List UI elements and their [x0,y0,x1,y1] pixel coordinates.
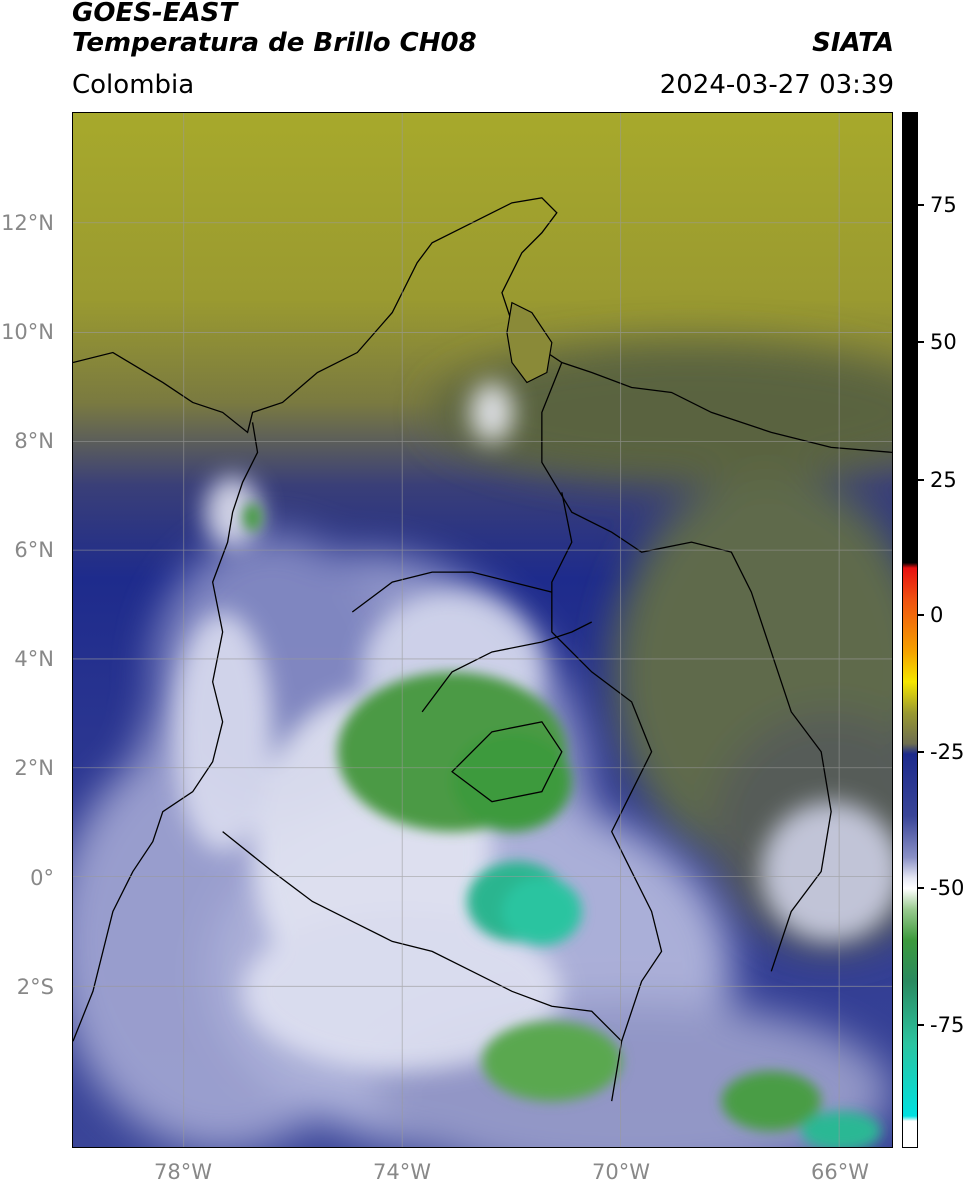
lat-label: 4°N [14,647,54,671]
region-label: Colombia [72,70,195,100]
lat-label: 12°N [1,211,54,235]
lon-label: 74°W [373,1160,431,1184]
colorbar-label: -25 [930,740,965,764]
lat-label: 8°N [14,429,54,453]
colorbar-label: -50 [930,876,965,900]
timestamp-label: 2024-03-27 03:39 [659,70,894,100]
brightness-temperature-map [73,113,892,1147]
lat-label: 6°N [14,538,54,562]
lake-maracaibo [506,301,553,384]
convective-cores [242,503,882,1147]
organization-label: SIATA [812,28,894,58]
lat-label: 0° [30,866,54,890]
lat-label: 2°S [16,975,54,999]
satellite-title: GOES-EAST [72,0,238,28]
lon-label: 78°W [154,1160,212,1184]
colorbar-label: 75 [930,193,957,217]
satellite-map[interactable] [72,112,893,1148]
country-borders [73,197,892,1102]
colorbar-label: 25 [930,468,957,492]
colorbar-label: 0 [930,603,944,627]
colorbar-label: 50 [930,330,957,354]
colorbar [902,112,918,1148]
lon-label: 70°W [592,1160,650,1184]
colorbar-label: -75 [930,1013,965,1037]
lat-label: 2°N [14,756,54,780]
lon-label: 66°W [811,1160,869,1184]
lat-label: 10°N [1,320,54,344]
product-title: Temperatura de Brillo CH08 [72,28,477,58]
gridlines [73,113,892,1147]
